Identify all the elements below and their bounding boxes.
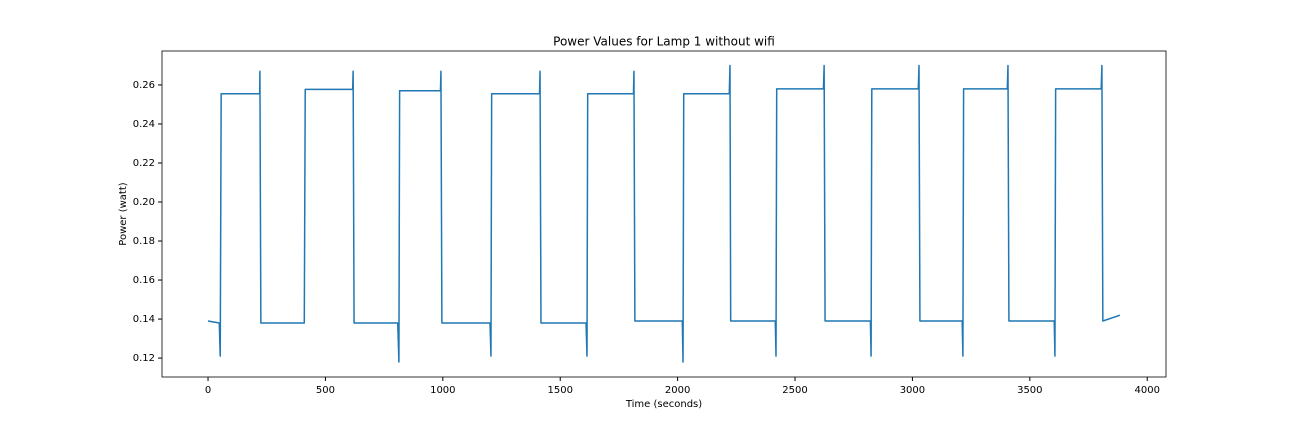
y-tick-label: 0.14 xyxy=(133,314,155,325)
y-tick-label: 0.20 xyxy=(133,197,155,208)
x-tick-label: 0 xyxy=(205,385,211,396)
y-tick-label: 0.18 xyxy=(133,236,155,247)
x-tick-label: 3500 xyxy=(1017,385,1042,396)
x-tick-label: 2500 xyxy=(782,385,807,396)
x-tick-label: 1000 xyxy=(430,385,455,396)
x-tick-label: 500 xyxy=(316,385,335,396)
x-tick-label: 4000 xyxy=(1134,385,1159,396)
x-tick-label: 1500 xyxy=(547,385,572,396)
x-tick-label: 3000 xyxy=(900,385,925,396)
x-axis-label: Time (seconds) xyxy=(625,399,702,410)
plot-frame xyxy=(161,50,1167,378)
y-tick-label: 0.22 xyxy=(133,158,155,169)
data-line xyxy=(207,64,1121,363)
y-tick-label: 0.24 xyxy=(133,119,155,130)
y-tick-label: 0.26 xyxy=(133,80,155,91)
x-tick-label: 2000 xyxy=(665,385,690,396)
y-tick-label: 0.12 xyxy=(133,353,155,364)
y-tick-label: 0.16 xyxy=(133,275,155,286)
y-axis-label: Power (watt) xyxy=(118,182,129,245)
chart-title: Power Values for Lamp 1 without wifi xyxy=(553,35,775,49)
